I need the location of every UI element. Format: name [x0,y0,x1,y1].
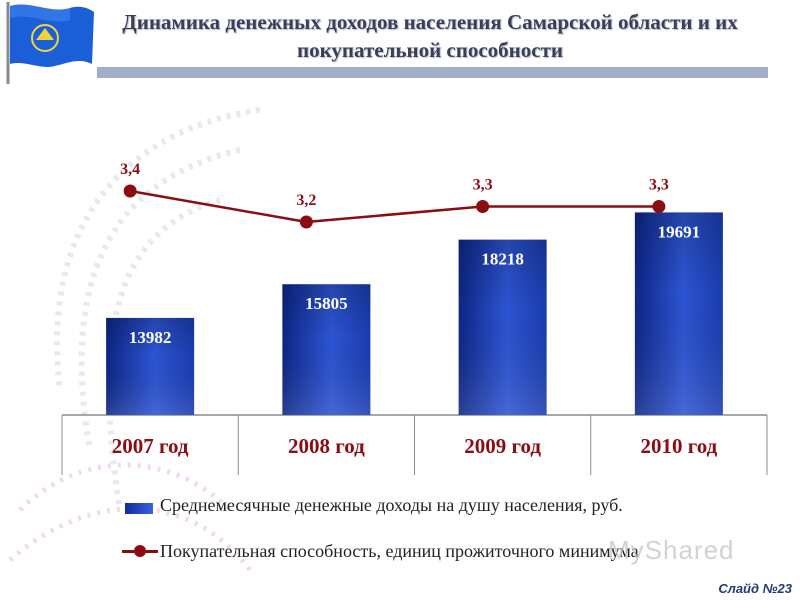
title-underline-bar [97,67,768,78]
x-tick-label: 2010 год [640,434,717,458]
bar-shade [106,317,195,415]
bar-value-label: 18218 [481,250,524,269]
legend-line-label: Покупательная способность, единиц прожит… [160,541,639,561]
bar-value-label: 19691 [658,222,701,241]
bar-shade [282,284,371,415]
bar-value-label: 15805 [305,294,348,313]
purchasing-power-line [129,189,659,224]
line-value-label: 3,2 [296,192,316,209]
x-tick-label: 2009 год [464,434,541,458]
page-title: Динамика денежных доходов населения Сама… [122,10,738,62]
line-value-label: 3,3 [649,177,669,194]
line-value-label: 3,4 [120,161,140,178]
legend-bar-swatch [125,503,153,514]
line-point [123,184,137,198]
x-tick-label: 2008 год [288,434,365,458]
bar-shade [458,239,547,415]
watermark: MyShared [608,535,735,565]
legend-bar-label: Среднемесячные денежные доходы на душу н… [160,495,623,515]
bar-value-label: 13982 [129,328,172,347]
region-flag-logo [6,2,94,84]
line-point [476,200,490,213]
x-tick-label: 2007 год [112,434,189,458]
line-point [299,215,313,229]
slide-number: Слайд №23 [718,581,792,596]
bar-shade [634,212,723,415]
legend-line-marker [134,545,146,557]
line-point [652,200,666,213]
line-value-label: 3,3 [473,177,493,194]
